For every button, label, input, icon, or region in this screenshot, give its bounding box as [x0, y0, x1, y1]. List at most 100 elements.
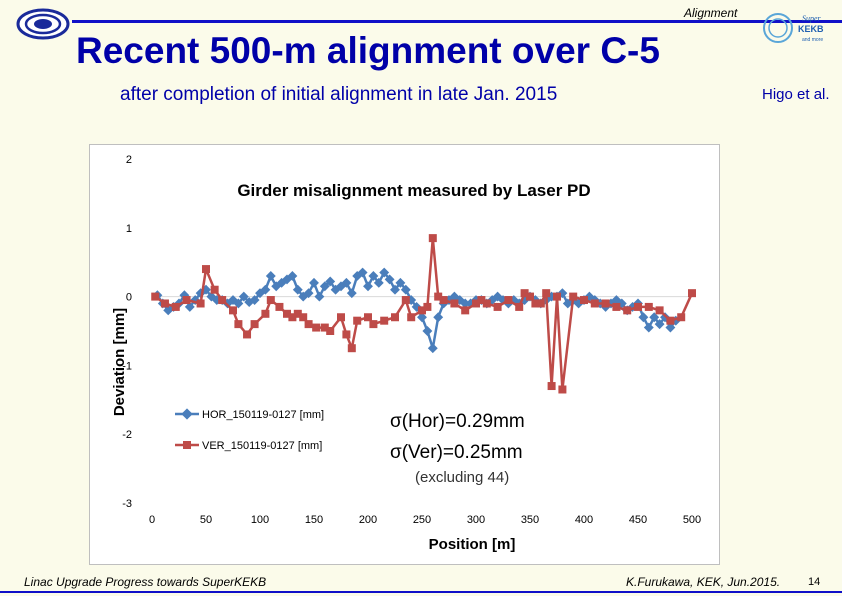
ver-data-point	[531, 299, 540, 308]
legend-hor-label: HOR_150119-0127 [mm]	[202, 409, 324, 421]
hor-data-point	[368, 271, 379, 281]
ver-data-point	[580, 296, 588, 305]
hor-data-point	[460, 298, 471, 309]
ver-data-point	[428, 234, 437, 243]
chart-title: Girder misalignment measured by Laser PD	[237, 181, 590, 200]
y-tick-label: 2	[126, 154, 132, 166]
ver-data-point	[520, 289, 529, 298]
ver-data-point	[434, 292, 443, 301]
ver-data-point	[337, 313, 345, 322]
sigma-ver-text: σ(Ver)=0.25mm	[390, 442, 523, 463]
hor-data-point	[665, 322, 676, 333]
x-axis-label: Position [m]	[429, 536, 516, 553]
ver-data-point	[401, 296, 410, 305]
legend-ver-marker	[183, 441, 191, 449]
ver-data-point	[590, 299, 599, 308]
x-tick-label: 50	[200, 514, 212, 526]
misalignment-chart: 210-1-2-30 50 100 150 200 250 300 350 400 450 500 …	[89, 144, 720, 565]
x-tick-label: 150	[305, 514, 323, 526]
ver-data-point	[182, 296, 191, 305]
hor-data-point	[233, 298, 244, 309]
ver-data-point	[477, 296, 486, 305]
ver-data-point	[347, 344, 356, 353]
ver-data-point	[312, 323, 321, 332]
y-tick-label: -2	[122, 429, 132, 441]
hor-data-point	[325, 276, 336, 287]
x-tick-label: 100	[251, 514, 269, 526]
footer-rule	[0, 591, 842, 593]
hor-data-point	[265, 271, 276, 281]
ver-data-point	[472, 299, 480, 308]
x-tick-label: 300	[467, 514, 485, 526]
x-tick-label: 450	[629, 514, 647, 526]
ver-data-point	[504, 296, 513, 305]
ver-data-point	[515, 302, 524, 311]
ver-data-point	[160, 299, 169, 308]
ver-data-point	[482, 299, 491, 308]
ver-data-point	[634, 302, 642, 311]
superkekb-logo: Super KEKB and more	[763, 13, 824, 43]
ver-data-point	[202, 265, 210, 274]
ver-data-point	[536, 299, 545, 308]
ver-data-point	[342, 330, 351, 339]
hor-data-point	[292, 284, 303, 295]
ver-data-point	[353, 316, 362, 325]
ver-data-point	[196, 299, 205, 308]
ver-data-point	[171, 302, 180, 311]
footer-title: Linac Upgrade Progress towards SuperKEKB	[24, 575, 267, 589]
ver-data-point	[369, 320, 378, 329]
ver-data-point	[526, 292, 534, 301]
logo-text-kekb: KEKB	[798, 24, 824, 34]
ver-data-point	[320, 323, 329, 332]
ver-data-point	[250, 320, 259, 329]
ver-data-point	[644, 302, 653, 311]
hor-data-point	[357, 267, 368, 278]
ver-data-point	[218, 296, 227, 305]
ver-data-point	[380, 316, 389, 325]
slide-subtitle: after completion of initial alignment in…	[120, 84, 558, 105]
hor-data-point	[238, 291, 249, 302]
ver-data-point	[234, 320, 243, 329]
x-tick-label: 400	[575, 514, 593, 526]
page-number: 14	[808, 576, 821, 588]
ver-data-point	[283, 309, 291, 318]
logo-text-more: and more	[802, 37, 823, 43]
hor-data-point	[379, 267, 390, 278]
sigma-annotation: σ(Hor)=0.29mm σ(Ver)=0.25mm (excluding 4…	[381, 406, 567, 486]
ver-data-point	[677, 313, 686, 322]
hor-data-point	[654, 319, 665, 330]
hor-data-point	[433, 312, 444, 323]
hor-data-point	[287, 271, 298, 281]
kek-logo	[16, 8, 70, 40]
hor-data-point	[649, 312, 660, 323]
y-tick-label: 1	[126, 223, 132, 235]
logo-text-super: Super	[802, 14, 822, 23]
ver-data-point	[275, 302, 284, 311]
author-credit: Higo et al.	[762, 86, 830, 103]
ver-data-point	[243, 330, 252, 339]
header-rule	[72, 20, 842, 23]
ver-data-point	[666, 316, 675, 325]
ver-data-point	[418, 306, 426, 315]
ver-data-point	[326, 327, 335, 335]
x-tick-label: 200	[359, 514, 377, 526]
ver-data-point	[553, 292, 561, 301]
hor-data-point	[249, 295, 260, 305]
sigma-hor-text: σ(Hor)=0.29mm	[390, 411, 525, 432]
ver-data-point	[423, 302, 432, 311]
hor-data-point	[184, 301, 195, 312]
ver-data-point	[461, 306, 470, 315]
excluding-note: (excluding 44)	[415, 469, 509, 486]
x-tick-label: 500	[683, 514, 701, 526]
y-axis-label: Deviation [mm]	[111, 308, 128, 416]
ver-data-point	[569, 292, 578, 301]
ver-data-point	[623, 306, 632, 315]
ver-data-point	[304, 320, 313, 329]
y-tick-label: -1	[122, 360, 132, 372]
ver-data-point	[288, 313, 297, 322]
ver-data-point	[407, 313, 416, 322]
x-tick-label: 350	[521, 514, 539, 526]
chart-frame	[89, 144, 720, 565]
ver-data-point	[612, 302, 621, 311]
ver-data-point	[542, 289, 551, 298]
